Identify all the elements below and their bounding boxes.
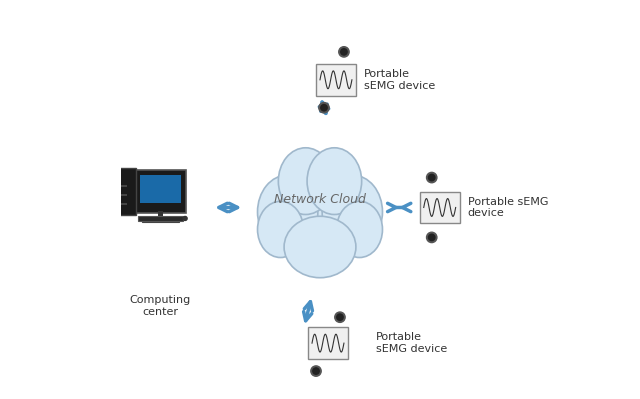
Ellipse shape (322, 175, 383, 249)
Ellipse shape (257, 175, 318, 249)
Circle shape (340, 49, 347, 55)
Circle shape (429, 234, 435, 241)
FancyBboxPatch shape (134, 170, 186, 213)
FancyBboxPatch shape (111, 168, 136, 215)
Circle shape (339, 47, 349, 57)
Circle shape (319, 103, 329, 113)
Text: Computing
center: Computing center (130, 295, 191, 317)
Circle shape (426, 172, 437, 183)
FancyBboxPatch shape (140, 175, 181, 203)
Circle shape (335, 312, 345, 322)
Circle shape (183, 216, 187, 220)
Text: Portable
sEMG device: Portable sEMG device (376, 332, 447, 354)
Ellipse shape (278, 148, 333, 215)
Text: Portable sEMG
device: Portable sEMG device (468, 197, 548, 218)
Ellipse shape (307, 148, 362, 215)
Ellipse shape (257, 201, 303, 257)
Circle shape (426, 232, 437, 243)
Text: Network Cloud: Network Cloud (274, 193, 366, 206)
Circle shape (321, 105, 327, 111)
FancyBboxPatch shape (420, 192, 460, 223)
Bar (116, 194, 127, 196)
Ellipse shape (337, 201, 383, 257)
FancyBboxPatch shape (308, 327, 348, 359)
Ellipse shape (280, 159, 360, 256)
Circle shape (311, 366, 321, 376)
Ellipse shape (284, 216, 356, 278)
Bar (116, 186, 127, 187)
Circle shape (337, 314, 343, 320)
Circle shape (313, 368, 319, 374)
Circle shape (429, 174, 435, 181)
FancyBboxPatch shape (141, 218, 179, 222)
FancyBboxPatch shape (138, 216, 183, 221)
FancyBboxPatch shape (316, 64, 356, 96)
Bar (158, 211, 163, 219)
Bar (116, 203, 127, 205)
Text: Portable
sEMG device: Portable sEMG device (364, 69, 435, 91)
